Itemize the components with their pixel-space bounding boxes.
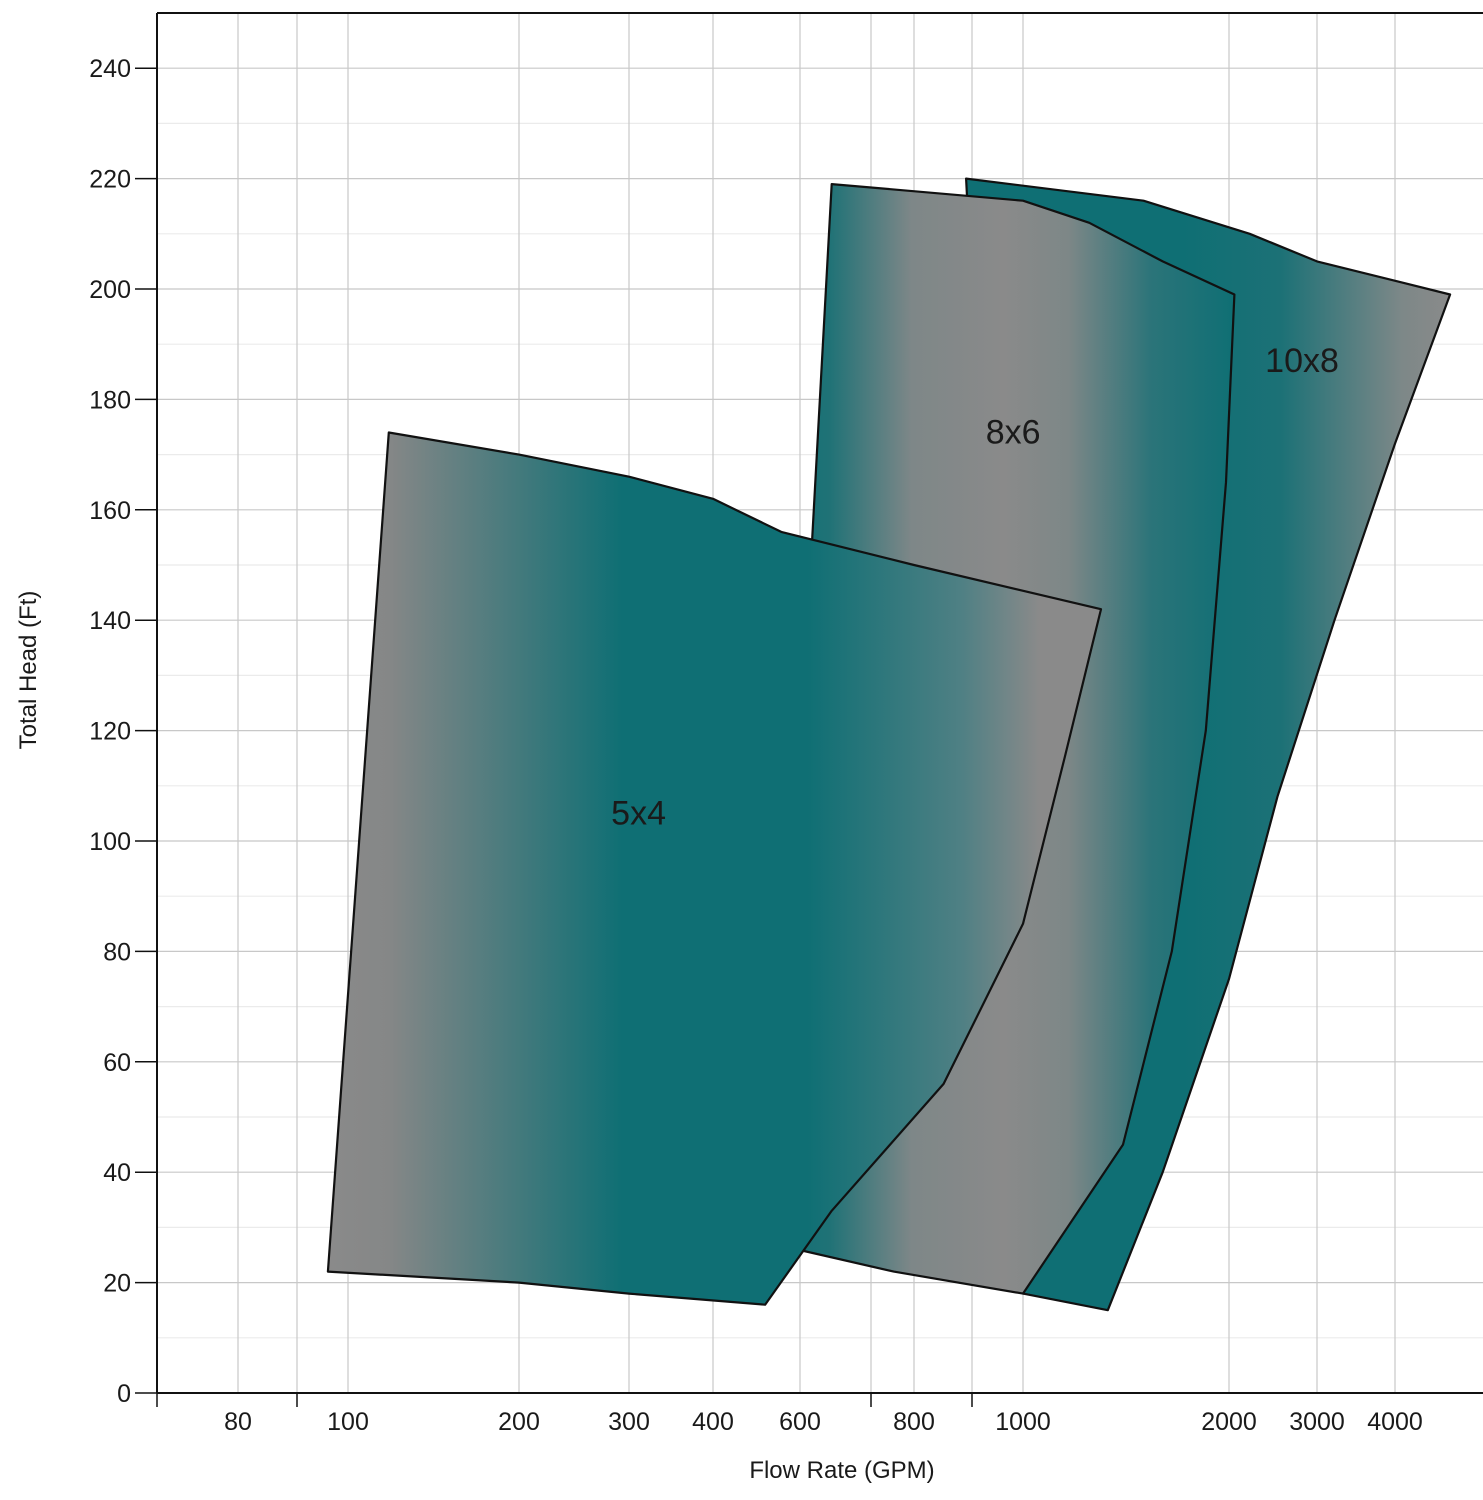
y-tick-label: 160 (89, 497, 131, 525)
region-5x4 (326, 431, 1103, 1306)
y-tick-label: 100 (89, 828, 131, 856)
plot-frame (156, 12, 1483, 1394)
region-label-10x8: 10x8 (1265, 342, 1339, 380)
y-axis-label: Total Head (Ft) (15, 591, 42, 750)
x-tick-label: 2000 (1201, 1408, 1257, 1436)
y-tick-label: 220 (89, 166, 131, 194)
x-tick-label: 3000 (1289, 1408, 1345, 1436)
x-tick-label: 300 (608, 1408, 650, 1436)
x-tick-label: 80 (224, 1408, 252, 1436)
x-tick-label: 4000 (1367, 1408, 1423, 1436)
x-tick-label: 200 (498, 1408, 540, 1436)
region-label-5x4: 5x4 (611, 794, 666, 832)
y-tick-label: 120 (89, 718, 131, 746)
y-tick-label: 0 (117, 1380, 131, 1408)
y-tick-label: 140 (89, 607, 131, 635)
axis-ticks: 0 20 40 60 80 100 120 140 160 180 200 220 240 80 100 20… (89, 55, 1423, 1436)
region-label-8x6: 8x6 (986, 414, 1041, 452)
x-tick-label: 800 (893, 1408, 935, 1436)
x-tick-label: 600 (779, 1408, 821, 1436)
y-tick-label: 80 (103, 938, 131, 966)
regions: 10x8 8x6 5x4 (326, 177, 1452, 1312)
y-tick-label: 180 (89, 386, 131, 414)
x-axis-label: Flow Rate (GPM) (749, 1457, 934, 1484)
y-tick-label: 40 (103, 1159, 131, 1187)
y-tick-label: 20 (103, 1270, 131, 1298)
x-tick-label: 1000 (995, 1408, 1051, 1436)
y-tick-label: 240 (89, 55, 131, 83)
y-tick-label: 200 (89, 276, 131, 304)
x-tick-label: 400 (692, 1408, 734, 1436)
y-tick-label: 60 (103, 1049, 131, 1077)
x-tick-label: 100 (327, 1408, 369, 1436)
